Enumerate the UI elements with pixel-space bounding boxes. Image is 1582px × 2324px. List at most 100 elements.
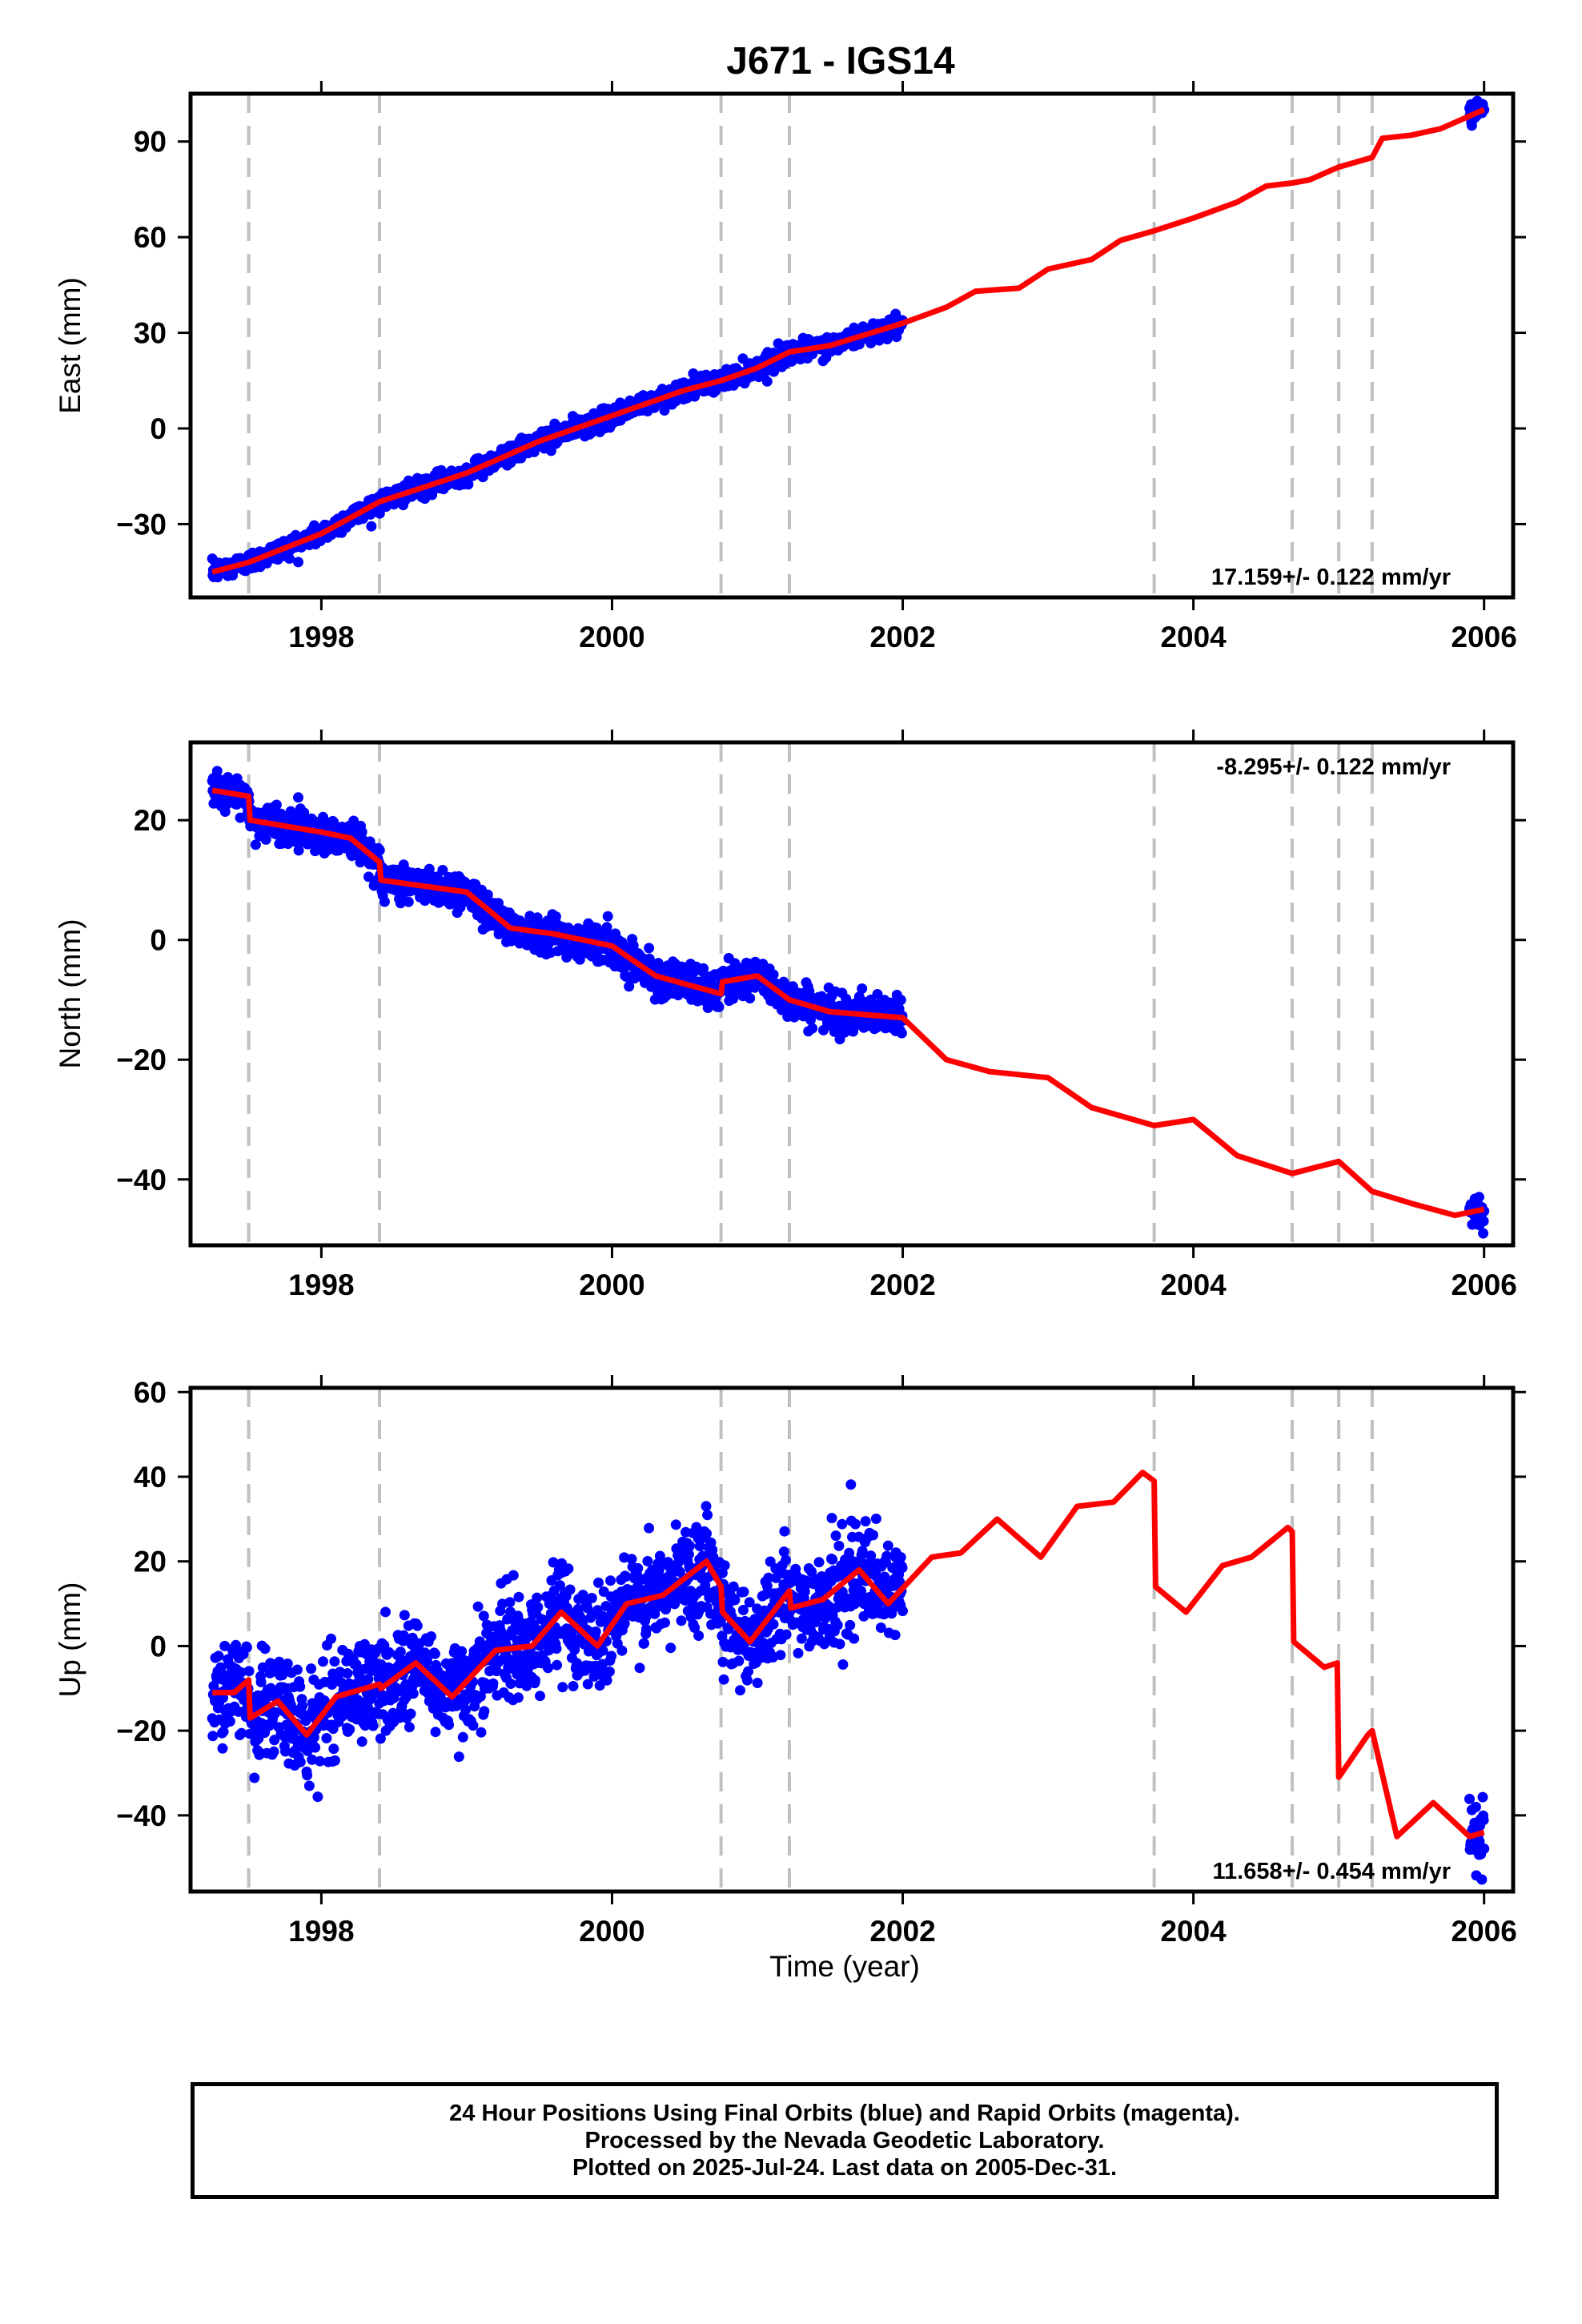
data-point <box>895 995 906 1006</box>
data-point <box>574 954 585 965</box>
data-point <box>813 1557 825 1568</box>
model-fit-line <box>211 787 1485 1219</box>
data-point <box>626 1554 637 1565</box>
y-axis-label: East (mm) <box>54 277 86 414</box>
data-point <box>781 1629 792 1640</box>
y-tick-label: −40 <box>116 1164 167 1196</box>
x-tick-label: 2004 <box>1160 1269 1227 1301</box>
data-point <box>763 1572 774 1583</box>
data-point <box>530 1675 540 1686</box>
y-tick-label: 20 <box>134 804 167 837</box>
data-point <box>718 1674 729 1685</box>
data-point <box>375 1733 386 1744</box>
data-point <box>733 1655 745 1667</box>
data-point <box>743 1666 753 1677</box>
data-point <box>241 1642 252 1653</box>
data-point <box>775 1650 786 1661</box>
data-point <box>444 1719 455 1731</box>
data-point <box>344 1724 355 1735</box>
data-point <box>235 812 246 823</box>
x-tick-label: 2002 <box>869 621 935 653</box>
data-point <box>224 1716 235 1727</box>
data-point <box>295 1756 306 1767</box>
data-point <box>274 1656 285 1667</box>
data-point <box>644 943 655 954</box>
data-point <box>624 981 635 992</box>
data-point <box>512 1692 524 1703</box>
data-point <box>217 1743 228 1754</box>
data-point <box>1479 1844 1490 1854</box>
data-point <box>568 1681 579 1691</box>
data-point <box>693 1630 705 1641</box>
panel-frame <box>188 1385 1516 1894</box>
data-point <box>683 1549 694 1560</box>
data-point <box>713 1001 725 1012</box>
y-tick-label: 0 <box>150 412 167 445</box>
data-point <box>420 1647 431 1659</box>
data-point <box>644 953 655 964</box>
data-point <box>602 911 613 922</box>
y-tick-label: 0 <box>150 1630 167 1663</box>
data-point <box>735 1685 745 1696</box>
data-point <box>889 1630 901 1641</box>
data-point <box>894 1576 905 1587</box>
data-point <box>488 1678 499 1689</box>
data-point <box>307 1754 318 1765</box>
data-point <box>659 405 670 416</box>
data-point <box>412 1620 423 1631</box>
data-point <box>778 1546 789 1558</box>
data-point <box>616 1645 628 1656</box>
data-point <box>780 982 791 992</box>
data-point <box>482 889 493 900</box>
data-point <box>513 1591 524 1602</box>
data-point <box>737 1605 749 1615</box>
data-point <box>460 1704 472 1715</box>
data-point <box>268 1746 279 1757</box>
data-point <box>849 1633 860 1644</box>
data-point <box>807 1023 818 1034</box>
data-point <box>845 1619 856 1630</box>
data-point <box>282 1659 293 1669</box>
data-point <box>875 1622 886 1633</box>
data-point <box>600 1601 612 1612</box>
data-point <box>639 1638 649 1649</box>
y-tick-label: 20 <box>134 1546 167 1578</box>
data-point <box>582 1679 593 1690</box>
x-tick-label: 1998 <box>288 1915 354 1948</box>
data-layer <box>207 1470 1490 1885</box>
data-point <box>478 1610 489 1622</box>
data-point <box>329 1656 340 1667</box>
data-point <box>768 969 779 980</box>
data-point <box>857 983 868 994</box>
model-fit-line <box>212 1470 1485 1839</box>
data-point <box>505 1679 516 1689</box>
data-point <box>741 1675 753 1686</box>
data-point <box>676 1615 687 1626</box>
data-point <box>702 1510 713 1521</box>
y-tick-label: 60 <box>134 1376 167 1409</box>
data-point <box>255 1676 267 1687</box>
data-point <box>738 1586 749 1598</box>
data-point <box>717 1656 729 1667</box>
data-point <box>761 376 773 387</box>
data-point <box>799 1586 810 1597</box>
data-point <box>745 993 756 1003</box>
data-point <box>896 1027 907 1039</box>
data-point <box>326 1633 336 1644</box>
data-point <box>670 1519 681 1530</box>
data-point <box>453 1751 464 1763</box>
data-point <box>654 1550 665 1562</box>
data-point <box>299 807 310 818</box>
data-point <box>367 1720 379 1731</box>
data-point <box>315 1755 326 1767</box>
data-point <box>642 1556 653 1566</box>
data-point <box>249 1772 260 1783</box>
data-point <box>284 553 295 564</box>
data-point <box>698 963 709 974</box>
data-point <box>380 1606 391 1618</box>
x-tick-label: 2000 <box>579 1915 644 1948</box>
data-point <box>468 1720 479 1731</box>
